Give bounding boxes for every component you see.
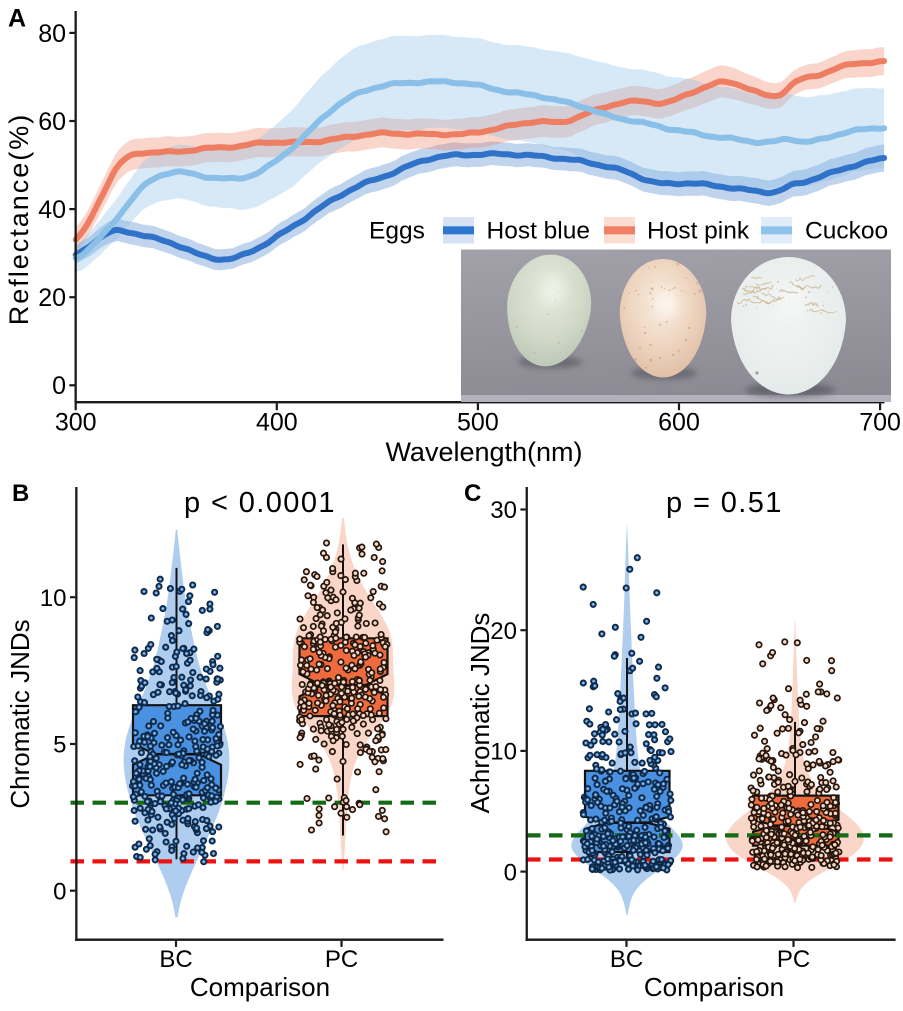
svg-text:A: A [8,5,26,33]
svg-text:20: 20 [38,284,66,312]
svg-text:p = 0.51: p = 0.51 [666,487,783,519]
svg-text:600: 600 [658,409,700,437]
svg-text:Achromatic JNDs: Achromatic JNDs [465,613,495,814]
svg-text:10: 10 [40,585,67,612]
svg-text:400: 400 [256,409,298,437]
svg-text:PC: PC [325,946,358,973]
svg-text:Eggs: Eggs [369,218,425,245]
svg-text:Cuckoo: Cuckoo [805,218,888,245]
svg-text:500: 500 [457,409,499,437]
svg-text:Chromatic JNDs: Chromatic JNDs [5,619,35,808]
svg-text:Comparison: Comparison [190,972,330,1002]
svg-text:Host blue: Host blue [487,218,591,245]
svg-text:PC: PC [777,946,810,973]
svg-text:80: 80 [38,20,66,48]
svg-text:60: 60 [38,108,66,136]
svg-text:p < 0.0001: p < 0.0001 [184,487,336,519]
svg-text:Host pink: Host pink [647,218,750,245]
svg-text:Wavelength(nm): Wavelength(nm) [385,437,582,467]
svg-text:0: 0 [53,878,66,905]
svg-text:0: 0 [52,372,66,400]
svg-text:700: 700 [859,409,901,437]
svg-text:10: 10 [490,739,517,766]
svg-text:30: 30 [490,497,517,524]
svg-text:5: 5 [53,732,66,759]
svg-text:BC: BC [159,946,192,973]
svg-text:40: 40 [38,196,66,224]
svg-text:B: B [12,480,29,507]
svg-text:C: C [464,480,481,507]
svg-text:BC: BC [610,946,643,973]
svg-text:300: 300 [55,409,97,437]
svg-text:0: 0 [504,859,517,886]
svg-text:Reflectance(%): Reflectance(%) [4,113,34,326]
svg-text:20: 20 [490,618,517,645]
svg-text:Comparison: Comparison [644,972,784,1002]
